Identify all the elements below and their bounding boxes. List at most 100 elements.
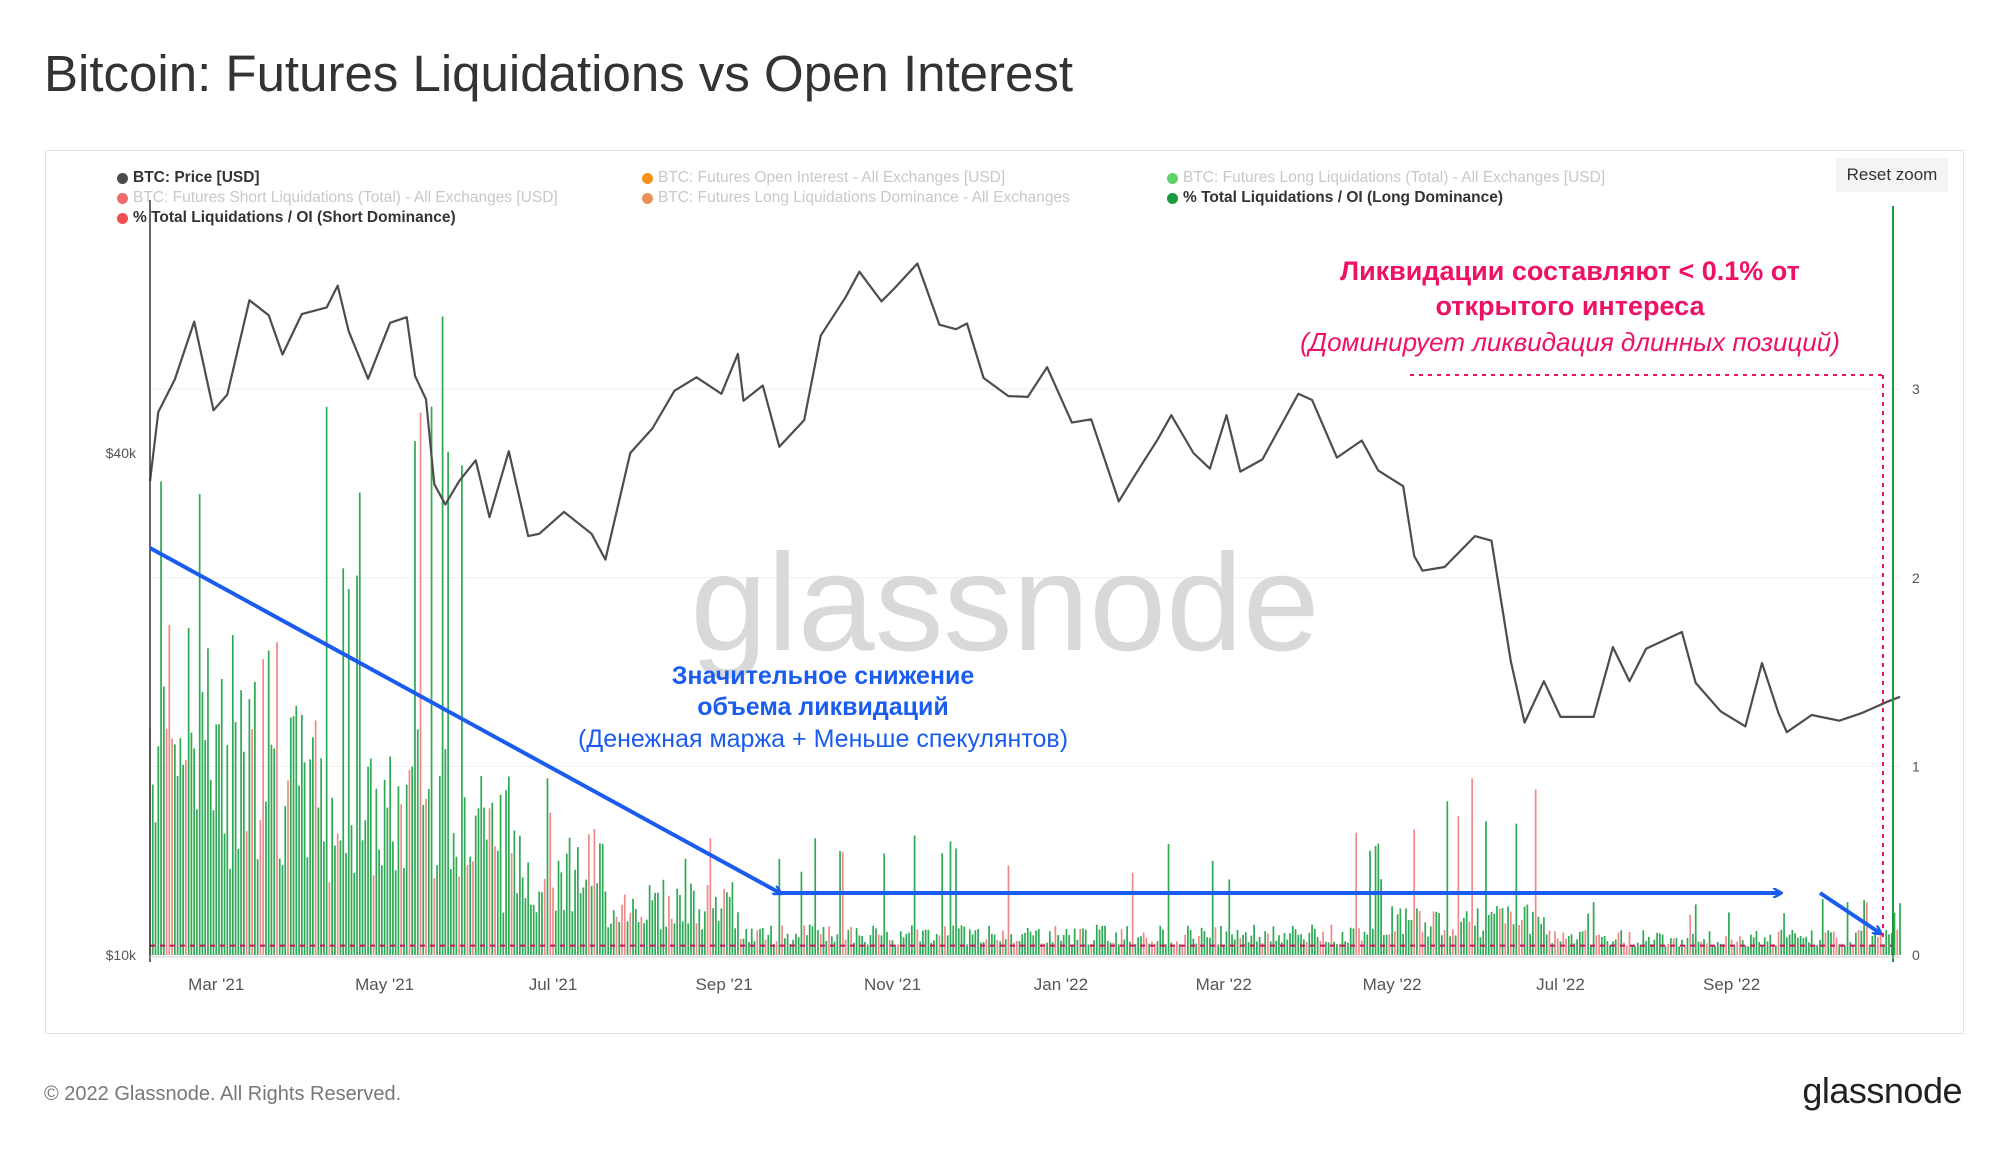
bar-long-dominance[interactable] [483, 807, 485, 955]
bar-long-dominance[interactable] [1076, 939, 1079, 955]
bar-long-dominance[interactable] [988, 925, 990, 955]
bar-long-dominance[interactable] [367, 766, 369, 955]
bar-long-dominance[interactable] [187, 628, 190, 955]
bar-long-dominance[interactable] [676, 888, 679, 955]
bar-short-dominance[interactable] [623, 894, 626, 955]
bar-long-dominance[interactable] [207, 648, 209, 955]
bar-long-dominance[interactable] [1728, 912, 1730, 955]
bar-long-dominance[interactable] [734, 928, 737, 955]
bar-long-dominance[interactable] [957, 928, 960, 955]
bar-long-dominance[interactable] [1526, 904, 1529, 955]
bar-long-dominance[interactable] [386, 807, 389, 955]
bar-long-dominance[interactable] [1493, 913, 1496, 955]
bar-short-dominance[interactable] [1520, 920, 1523, 955]
bar-long-dominance[interactable] [1391, 906, 1393, 955]
bar-long-dominance[interactable] [626, 921, 629, 955]
bar-long-dominance[interactable] [378, 849, 380, 955]
bar-long-dominance[interactable] [535, 912, 538, 955]
bar-long-dominance[interactable] [886, 931, 888, 955]
bar-short-dominance[interactable] [1866, 902, 1868, 955]
bar-long-dominance[interactable] [455, 856, 458, 955]
bar-short-dominance[interactable] [372, 875, 375, 955]
bar-long-dominance[interactable] [1874, 930, 1877, 955]
bar-long-dominance[interactable] [1788, 934, 1791, 955]
bar-long-dominance[interactable] [1336, 944, 1338, 955]
bar-long-dominance[interactable] [1385, 934, 1388, 955]
bar-short-dominance[interactable] [1090, 944, 1093, 955]
bar-long-dominance[interactable] [784, 938, 786, 955]
bar-long-dominance[interactable] [910, 925, 913, 955]
bar-long-dominance[interactable] [1446, 801, 1449, 955]
bar-long-dominance[interactable] [1846, 902, 1849, 955]
bar-long-dominance[interactable] [1416, 908, 1418, 955]
bar-short-dominance[interactable] [408, 769, 411, 955]
bar-short-dominance[interactable] [425, 798, 427, 955]
bar-short-dominance[interactable] [1145, 937, 1148, 955]
bar-long-dominance[interactable] [825, 940, 828, 955]
bar-long-dominance[interactable] [1156, 941, 1159, 955]
bar-long-dominance[interactable] [866, 944, 869, 955]
bar-short-dominance[interactable] [472, 861, 474, 955]
bar-long-dominance[interactable] [226, 744, 229, 955]
bar-short-dominance[interactable] [1725, 936, 1727, 955]
bar-long-dominance[interactable] [1642, 930, 1645, 955]
bar-long-dominance[interactable] [1868, 944, 1871, 955]
bar-long-dominance[interactable] [430, 406, 433, 955]
bar-long-dominance[interactable] [311, 737, 314, 955]
bar-long-dominance[interactable] [356, 575, 358, 955]
bar-short-dominance[interactable] [877, 934, 880, 955]
bar-long-dominance[interactable] [527, 862, 530, 955]
bar-long-dominance[interactable] [438, 776, 441, 955]
bar-long-dominance[interactable] [229, 868, 231, 955]
bar-long-dominance[interactable] [1302, 939, 1305, 955]
bar-long-dominance[interactable] [220, 679, 223, 955]
bar-long-dominance[interactable] [836, 934, 839, 955]
bar-long-dominance[interactable] [1129, 941, 1131, 955]
bar-long-dominance[interactable] [681, 921, 684, 955]
bar-long-dominance[interactable] [673, 923, 676, 955]
bar-long-dominance[interactable] [1578, 931, 1581, 955]
bar-short-dominance[interactable] [1394, 931, 1396, 955]
bar-short-dominance[interactable] [1584, 930, 1587, 955]
bar-long-dominance[interactable] [1109, 942, 1112, 955]
bar-long-dominance[interactable] [491, 802, 494, 955]
bar-short-dominance[interactable] [400, 804, 403, 955]
bar-long-dominance[interactable] [1559, 941, 1562, 955]
bar-long-dominance[interactable] [162, 686, 165, 955]
bar-short-dominance[interactable] [1120, 929, 1123, 955]
bar-long-dominance[interactable] [231, 635, 234, 955]
bar-long-dominance[interactable] [1211, 860, 1214, 955]
bar-long-dominance[interactable] [770, 925, 772, 955]
bar-long-dominance[interactable] [692, 890, 695, 955]
bar-short-dominance[interactable] [1667, 943, 1669, 955]
bar-long-dominance[interactable] [563, 910, 565, 955]
bar-long-dominance[interactable] [883, 853, 886, 955]
bar-long-dominance[interactable] [1311, 924, 1313, 955]
bar-long-dominance[interactable] [949, 841, 952, 955]
bar-long-dominance[interactable] [209, 779, 212, 955]
bar-long-dominance[interactable] [1821, 898, 1824, 955]
bar-short-dominance[interactable] [1857, 929, 1860, 955]
bar-short-dominance[interactable] [171, 738, 173, 955]
bar-short-dominance[interactable] [1534, 789, 1537, 955]
bar-long-dominance[interactable] [1465, 911, 1468, 955]
bar-long-dominance[interactable] [1827, 930, 1830, 955]
bar-long-dominance[interactable] [1529, 933, 1531, 955]
bar-short-dominance[interactable] [1198, 935, 1200, 955]
bar-long-dominance[interactable] [1454, 935, 1457, 955]
bar-long-dominance[interactable] [1117, 944, 1120, 955]
bar-long-dominance[interactable] [1203, 931, 1206, 955]
bar-long-dominance[interactable] [767, 934, 770, 955]
bar-long-dominance[interactable] [1104, 925, 1106, 955]
bar-long-dominance[interactable] [265, 801, 267, 955]
bar-long-dominance[interactable] [1741, 940, 1744, 955]
bar-short-dominance[interactable] [593, 829, 596, 955]
bar-long-dominance[interactable] [610, 923, 612, 955]
bar-long-dominance[interactable] [1722, 944, 1725, 955]
bar-short-dominance[interactable] [1896, 929, 1899, 955]
bar-long-dominance[interactable] [1678, 946, 1681, 955]
bar-long-dominance[interactable] [811, 926, 814, 955]
bar-long-dominance[interactable] [1029, 931, 1032, 955]
bar-short-dominance[interactable] [1319, 940, 1322, 955]
bar-long-dominance[interactable] [1816, 944, 1819, 955]
